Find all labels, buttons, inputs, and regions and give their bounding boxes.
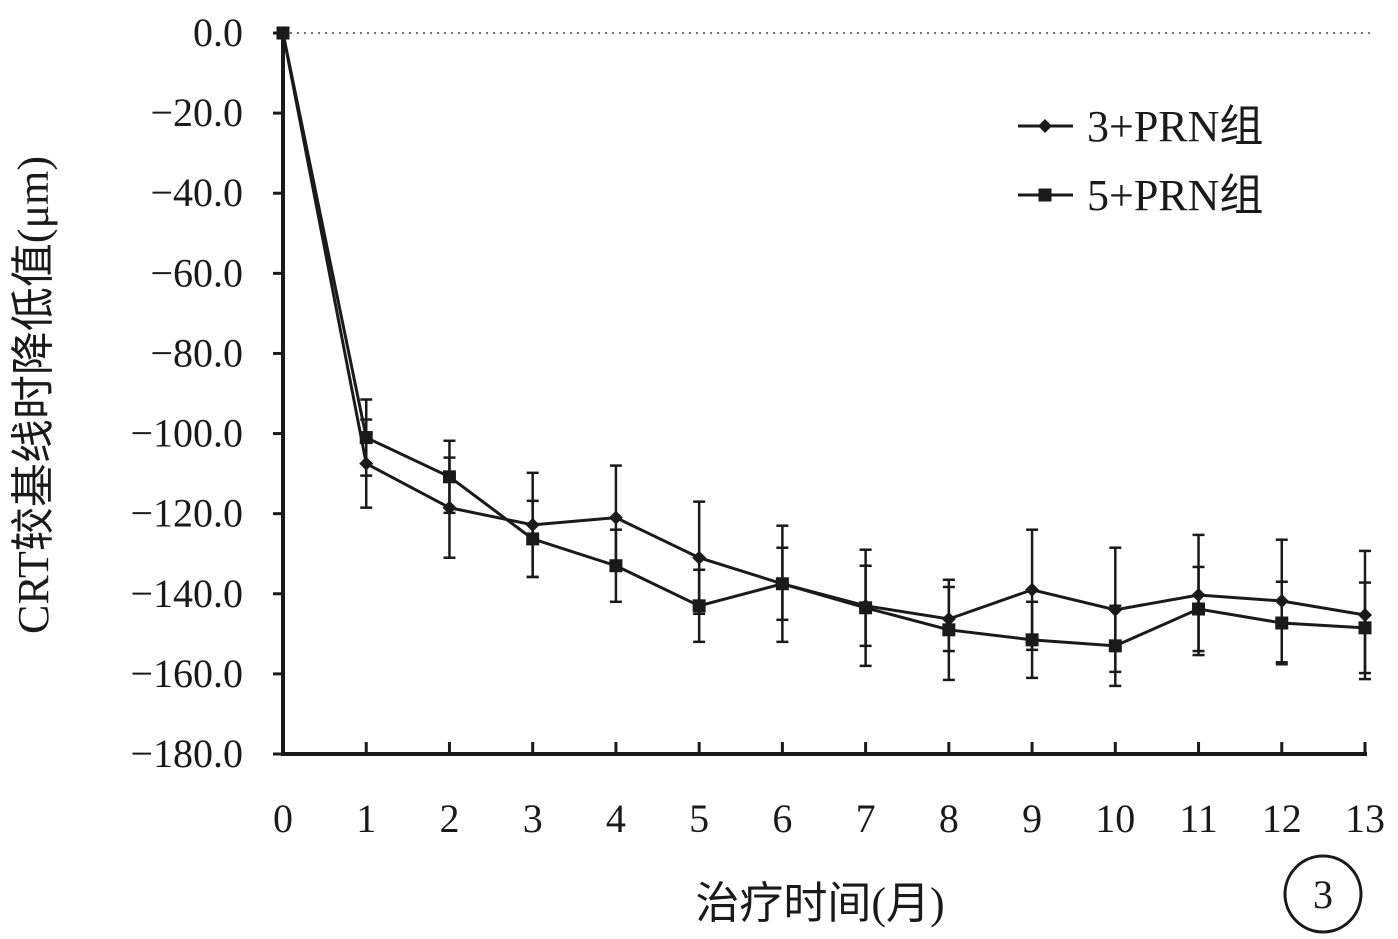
series-2 (276, 26, 1372, 688)
y-tick-label: −120.0 (130, 491, 243, 536)
data-point (608, 510, 623, 525)
y-tick-label: 0.0 (193, 10, 243, 55)
data-point (442, 470, 456, 484)
x-tick-label: 11 (1179, 796, 1218, 841)
x-tick-label: 8 (939, 796, 959, 841)
y-tick-label: −100.0 (130, 411, 243, 456)
x-tick-label: 4 (606, 796, 626, 841)
x-tick-label: 7 (856, 796, 876, 841)
x-tick-label: 0 (273, 796, 293, 841)
data-point (526, 532, 540, 546)
data-point (609, 559, 623, 573)
y-axis-title: CRT较基线时降低值(μm) (9, 156, 58, 634)
x-axis-ticks: 0 1 2 3 4 5 6 7 8 9 10 11 12 13 (273, 742, 1385, 841)
legend-marker (1038, 119, 1052, 133)
x-tick-label: 12 (1262, 796, 1302, 841)
x-tick-label: 2 (439, 796, 459, 841)
x-axis-title: 治疗时间(月) (695, 879, 944, 928)
x-tick-label: 6 (772, 796, 792, 841)
legend-label: 3+PRN组 (1087, 102, 1263, 151)
plot-area: 0.0 −20.0 −40.0 −60.0 −80.0 −100.0 −120.0 −140.… (130, 10, 1385, 841)
series-line (281, 32, 1366, 648)
data-point (1108, 639, 1122, 653)
x-tick-label: 10 (1095, 796, 1135, 841)
data-point (692, 550, 707, 565)
x-tick-label: 3 (523, 796, 543, 841)
x-tick-label: 5 (689, 796, 709, 841)
panel-label-badge: 3 (1283, 854, 1363, 934)
legend: 3+PRN组 5+PRN组 (1018, 102, 1263, 220)
data-point (775, 577, 789, 591)
y-tick-label: −180.0 (130, 731, 243, 776)
x-tick-label: 1 (356, 796, 376, 841)
data-point (859, 601, 873, 615)
y-tick-label: −20.0 (150, 90, 243, 135)
data-point (1275, 616, 1289, 630)
data-point (942, 623, 956, 637)
y-tick-label: −140.0 (130, 571, 243, 616)
y-tick-label: −80.0 (150, 330, 243, 375)
x-tick-label: 13 (1345, 796, 1385, 841)
y-tick-label: −60.0 (150, 250, 243, 295)
data-point (692, 599, 706, 613)
y-tick-label: −160.0 (130, 651, 243, 696)
legend-label: 5+PRN组 (1087, 171, 1263, 220)
data-point (359, 431, 373, 445)
data-point (1025, 582, 1040, 597)
y-tick-label: −40.0 (150, 170, 243, 215)
data-point (1025, 633, 1039, 647)
data-point (1192, 602, 1206, 616)
x-tick-label: 9 (1022, 796, 1042, 841)
panel-label: 3 (1313, 872, 1333, 917)
y-axis-ticks: 0.0 −20.0 −40.0 −60.0 −80.0 −100.0 −120.0 −140.… (130, 10, 283, 776)
data-point (1358, 621, 1372, 635)
panel-label-circle (1283, 854, 1363, 934)
legend-marker (1038, 188, 1052, 202)
series-layer (276, 26, 1372, 688)
